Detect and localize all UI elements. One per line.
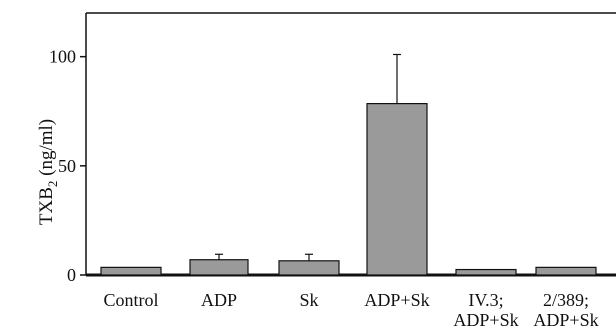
- x-tick-label: ADP+Sk: [533, 310, 598, 330]
- bar: [366, 103, 428, 276]
- x-tick-label: Sk: [299, 290, 318, 310]
- y-tick-label: 100: [49, 47, 76, 67]
- bar: [100, 266, 162, 276]
- bar: [455, 268, 517, 276]
- y-axis-label-unit: (ng/ml): [36, 119, 57, 181]
- plot-frame: [85, 12, 616, 277]
- y-axis-label-main: TXB: [36, 187, 57, 225]
- bar: [535, 266, 597, 276]
- x-tick-label: 2/389;: [543, 290, 589, 310]
- x-tick-label: Control: [103, 290, 158, 310]
- x-tick-label: ADP+Sk: [453, 310, 518, 330]
- bars-group: [100, 53, 597, 276]
- bar: [278, 260, 340, 276]
- x-tick-label: ADP+Sk: [364, 290, 429, 310]
- y-axis: 0 50 100: [49, 47, 86, 285]
- x-tick-label: IV.3;: [468, 290, 503, 310]
- x-tick-label: ADP: [201, 290, 237, 310]
- x-axis: Control ADP Sk ADP+Sk IV.3;ADP+Sk2/389;ADP+S…: [103, 290, 598, 330]
- y-axis-label-subscript: 2: [45, 181, 60, 188]
- y-tick-label: 0: [67, 265, 76, 285]
- y-axis-label: TXB2 (ng/ml): [36, 119, 60, 225]
- y-tick-label: 50: [58, 156, 76, 176]
- bar: [189, 259, 249, 276]
